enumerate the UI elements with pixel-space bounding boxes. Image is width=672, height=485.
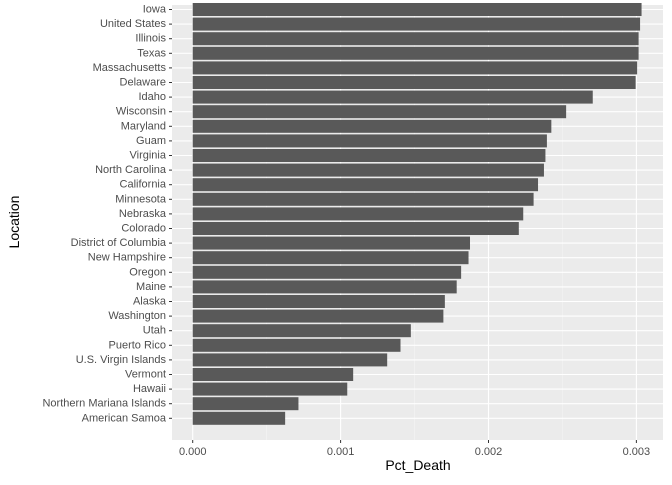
- bar: [192, 411, 286, 425]
- y-tick-label: Maine: [136, 281, 166, 293]
- bar: [192, 90, 593, 104]
- y-tick-label: Guam: [136, 135, 166, 147]
- y-tick-label: Virginia: [130, 150, 167, 162]
- y-tick-label: District of Columbia: [71, 237, 167, 249]
- bar: [192, 119, 552, 133]
- y-tick-label: Vermont: [125, 369, 166, 381]
- bar: [192, 207, 524, 221]
- y-axis-title: Location: [6, 196, 22, 249]
- bar: [192, 46, 639, 60]
- bar: [192, 397, 299, 411]
- bar: [192, 338, 401, 352]
- x-axis-ticks: 0.000 0.001 0.002 0.003: [179, 440, 650, 458]
- y-tick-label: Oregon: [129, 266, 166, 278]
- y-tick-label: Puerto Rico: [109, 339, 166, 351]
- bar: [192, 324, 411, 338]
- y-tick-label: California: [120, 179, 167, 191]
- bar: [192, 382, 348, 396]
- y-tick-label: Maryland: [121, 120, 166, 132]
- bar: [192, 265, 462, 279]
- y-tick-label: American Samoa: [82, 412, 167, 424]
- bar: [192, 280, 457, 294]
- y-tick-label: Minnesota: [115, 193, 167, 205]
- y-tick-label: New Hampshire: [88, 252, 166, 264]
- y-tick-label: Hawaii: [133, 383, 166, 395]
- bar: [192, 251, 469, 265]
- y-axis-ticks: Iowa United States Illinois Texas Massachuse…: [42, 4, 172, 424]
- bar: [192, 295, 445, 308]
- x-tick-label: 0.003: [623, 446, 651, 458]
- y-tick-label: Delaware: [120, 77, 166, 89]
- bar: [192, 105, 567, 119]
- bar: [192, 17, 641, 31]
- y-tick-label: Illinois: [135, 33, 166, 45]
- bar: [192, 309, 444, 323]
- x-tick-label: 0.002: [475, 446, 503, 458]
- bar: [192, 368, 354, 381]
- y-tick-label: Massachusetts: [93, 62, 167, 74]
- y-tick-label: Northern Mariana Islands: [42, 398, 166, 410]
- x-tick-label: 0.001: [327, 446, 355, 458]
- bar: [192, 61, 638, 75]
- y-tick-label: Iowa: [143, 4, 167, 16]
- x-tick-label: 0.000: [179, 446, 207, 458]
- bar: [192, 76, 636, 89]
- y-tick-label: Texas: [137, 47, 166, 59]
- bar: [192, 178, 539, 192]
- y-tick-label: Colorado: [121, 223, 166, 235]
- bars: [192, 3, 642, 425]
- bar: [192, 32, 639, 46]
- y-tick-label: Wisconsin: [116, 106, 166, 118]
- bar: [192, 3, 642, 16]
- bar: [192, 236, 471, 250]
- bar: [192, 134, 547, 148]
- y-tick-label: Idaho: [138, 91, 166, 103]
- bar: [192, 163, 544, 177]
- bar: [192, 192, 534, 206]
- bar: [192, 353, 388, 367]
- bar: [192, 149, 546, 162]
- y-tick-label: United States: [100, 18, 167, 30]
- x-axis-title: Pct_Death: [385, 457, 450, 473]
- y-tick-label: Utah: [143, 325, 166, 337]
- y-tick-label: Nebraska: [119, 208, 167, 220]
- y-tick-label: U.S. Virgin Islands: [76, 354, 167, 366]
- bar: [192, 222, 519, 235]
- y-tick-label: Alaska: [133, 296, 167, 308]
- y-tick-label: North Carolina: [95, 164, 167, 176]
- y-tick-label: Washington: [108, 310, 166, 322]
